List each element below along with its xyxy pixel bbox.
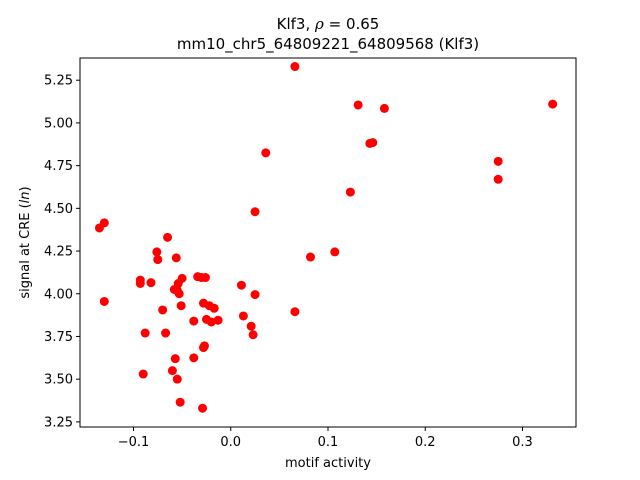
data-point [178,274,187,283]
data-point [346,188,355,197]
y-axis-label: signal at CRE (ln) [18,186,33,298]
x-tick-label: 0.3 [512,435,533,450]
data-point [161,329,170,338]
data-point [171,354,180,363]
data-point [249,330,258,339]
y-tick-label: 5.25 [44,74,73,89]
data-point [168,366,177,375]
data-point [153,255,162,264]
data-point [368,138,377,147]
x-tick-label: 0.2 [415,435,436,450]
data-point [214,316,223,325]
data-point [172,253,181,262]
data-point [141,329,150,338]
y-tick-label: 4.25 [44,245,73,260]
data-point [176,398,185,407]
y-tick-label: 3.50 [44,373,73,388]
data-point [189,353,198,362]
y-tick-label: 4.75 [44,159,73,174]
data-point [290,307,299,316]
data-point [200,341,209,350]
y-tick-label: 3.75 [44,330,73,345]
data-point [210,304,219,313]
data-point [354,100,363,109]
data-point [251,290,260,299]
y-tick-label: 3.25 [44,415,73,430]
data-point [173,375,182,384]
data-point [380,104,389,113]
data-point [261,148,270,157]
data-point [100,218,109,227]
x-tick-label: −0.1 [118,435,150,450]
data-point [152,247,161,256]
data-point [494,157,503,166]
data-point [239,311,248,320]
x-tick-label: 0.0 [220,435,241,450]
data-point [306,253,315,262]
chart-title-line1: Klf3, ρ = 0.65 [277,15,380,33]
data-point [139,370,148,379]
data-point [100,297,109,306]
data-point [237,281,246,290]
data-point [548,100,557,109]
data-point [177,301,186,310]
y-tick-label: 4.00 [44,287,73,302]
data-point [330,247,339,256]
data-point [136,279,145,288]
x-axis-label: motif activity [285,456,371,471]
data-point [163,233,172,242]
data-point [201,273,210,282]
data-point [247,322,256,331]
data-point [494,175,503,184]
data-point [175,289,184,298]
data-point [251,207,260,216]
data-point [158,305,167,314]
x-tick-label: 0.1 [318,435,339,450]
data-point [189,317,198,326]
chart-title-line2: mm10_chr5_64809221_64809568 (Klf3) [177,35,479,54]
data-point [146,278,155,287]
y-tick-label: 4.50 [44,202,73,217]
data-point [290,62,299,71]
y-tick-label: 5.00 [44,116,73,131]
data-point [198,404,207,413]
